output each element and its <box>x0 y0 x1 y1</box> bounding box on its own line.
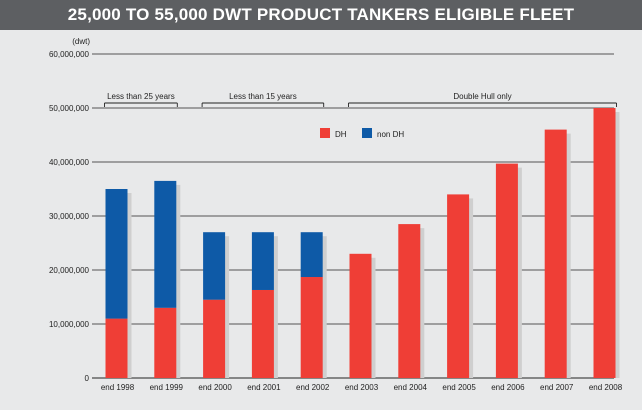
y-tick-labels: 0 10,000,000 20,000,000 30,000,000 40,000,00… <box>49 50 90 383</box>
period-annotations: Less than 25 years Less than 15 years Doub… <box>104 92 617 107</box>
annotation-label: Less than 25 years <box>107 92 175 101</box>
bar-dh <box>251 289 274 378</box>
y-axis-label: (dwt) <box>72 37 90 46</box>
x-tick-label: end 1998 <box>101 383 135 392</box>
bar-non-dh <box>154 180 177 308</box>
y-tick-label: 10,000,000 <box>49 320 90 329</box>
y-tick-label: 40,000,000 <box>49 158 90 167</box>
y-tick-label: 60,000,000 <box>49 50 90 59</box>
legend-swatch <box>320 128 330 138</box>
bar-non-dh <box>251 232 274 290</box>
y-tick-label: 30,000,000 <box>49 212 90 221</box>
x-tick-label: end 2000 <box>198 383 232 392</box>
bar-non-dh <box>300 232 323 278</box>
y-tick-label: 50,000,000 <box>49 104 90 113</box>
legend-label: DH <box>335 130 347 139</box>
x-tick-label: end 2003 <box>345 383 379 392</box>
chart-title: 25,000 TO 55,000 DWT PRODUCT TANKERS ELI… <box>0 0 642 30</box>
annotation-bracket <box>201 102 325 107</box>
x-tick-label: end 2001 <box>247 383 281 392</box>
bar-dh <box>349 253 372 378</box>
bar-dh <box>495 163 518 378</box>
bar-dh <box>154 307 177 378</box>
bar-dh <box>203 299 226 378</box>
bar-dh <box>593 108 616 378</box>
x-tick-label: end 2004 <box>394 383 428 392</box>
bar-dh <box>544 129 567 378</box>
bar-non-dh <box>105 189 128 319</box>
legend: DH non DH <box>320 128 404 139</box>
y-tick-label: 20,000,000 <box>49 266 90 275</box>
x-tick-label: end 2008 <box>589 383 623 392</box>
annotation-label: Double Hull only <box>453 92 511 101</box>
y-tick-label: 0 <box>85 374 90 383</box>
x-tick-label: end 1999 <box>150 383 184 392</box>
bar-dh <box>398 224 421 378</box>
x-tick-labels: end 1998 end 1999 end 2000 end 2001 end 2002… <box>101 383 623 392</box>
x-tick-label: end 2007 <box>540 383 574 392</box>
annotation-label: Less than 15 years <box>229 92 297 101</box>
legend-swatch <box>362 128 372 138</box>
bar-chart: (dwt) 0 10,000,000 20,000,000 30,000,000 40,… <box>49 37 623 392</box>
bar-non-dh <box>203 232 226 300</box>
bar-dh <box>447 194 470 378</box>
x-tick-label: end 2002 <box>296 383 330 392</box>
legend-label: non DH <box>377 130 404 139</box>
x-tick-label: end 2005 <box>442 383 476 392</box>
bar-dh <box>300 277 323 378</box>
bar-dh <box>105 318 128 378</box>
annotation-bracket <box>348 102 617 107</box>
annotation-bracket <box>104 102 178 107</box>
x-tick-label: end 2006 <box>491 383 525 392</box>
bars <box>105 108 620 378</box>
